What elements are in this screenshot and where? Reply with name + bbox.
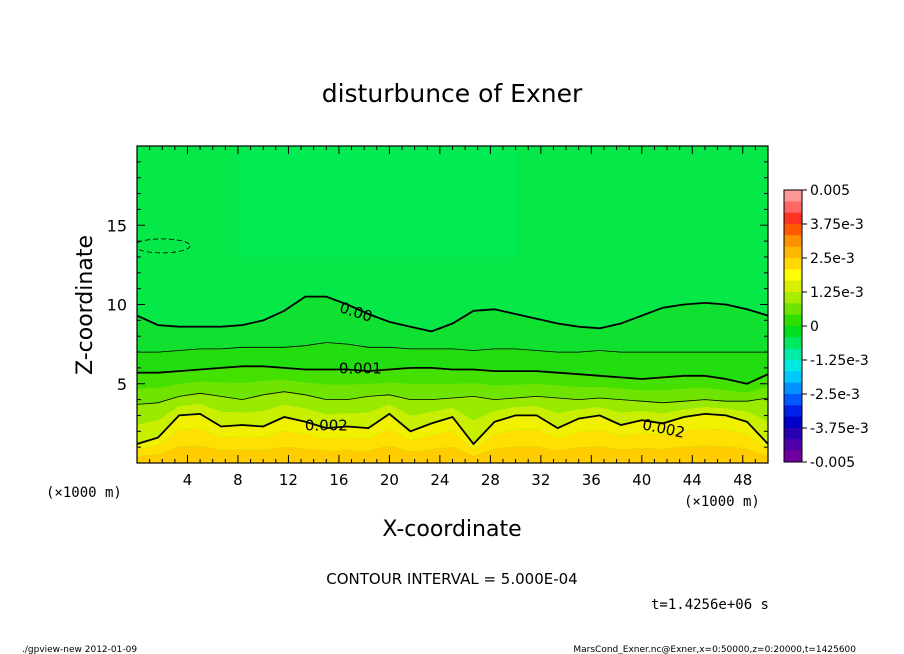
colorbar-swatch — [784, 348, 802, 361]
contour-band — [137, 403, 768, 444]
x-tick-label: 20 — [380, 471, 399, 489]
y-axis: 5 10 15 — [107, 161, 768, 448]
colorbar-swatch — [784, 337, 802, 350]
x-tick-label: 44 — [683, 471, 702, 489]
contour-band — [237, 146, 516, 257]
x-tick-label: 24 — [430, 471, 449, 489]
contour-fill — [137, 146, 768, 463]
colorbar-swatch — [784, 292, 802, 304]
contour-band — [137, 428, 768, 457]
contour-label: 0.002 — [305, 417, 348, 435]
y-axis-label: Z-coordinate — [73, 235, 98, 375]
colorbar-swatch — [784, 405, 802, 418]
x-tick-label: 28 — [481, 471, 500, 489]
colorbar-swatch — [784, 303, 802, 316]
contour-label: 0.001 — [339, 360, 382, 378]
colorbar-label: 3.75e-3 — [810, 217, 864, 233]
colorbar-label: -3.75e-3 — [810, 421, 869, 437]
contour-interval-text: CONTOUR INTERVAL = 5.000E-04 — [326, 570, 577, 588]
contour-band — [137, 366, 768, 393]
colorbar-swatch — [784, 190, 802, 202]
colorbar-label: -0.005 — [810, 455, 855, 471]
colorbar-swatch — [784, 280, 802, 293]
colorbar-swatch — [784, 439, 802, 452]
colorbar-swatch — [784, 258, 802, 270]
colorbar-swatch — [784, 394, 802, 406]
contour-band — [137, 146, 768, 332]
x-tick-label: 48 — [733, 471, 752, 489]
colorbar-swatch — [784, 416, 802, 429]
contour-line — [137, 342, 768, 353]
x-tick-label: 36 — [582, 471, 601, 489]
colorbar-swatch — [784, 201, 802, 214]
colorbar-label: 0.005 — [810, 183, 850, 199]
colorbar-swatch — [784, 360, 802, 372]
contour-line — [137, 412, 768, 446]
colorbar-swatch — [784, 269, 802, 282]
colorbar-swatch — [784, 326, 802, 338]
contour-band — [137, 391, 768, 425]
colorbar-swatch — [784, 314, 802, 327]
colorbar-swatch — [784, 235, 802, 248]
contour-band — [137, 445, 768, 463]
colorbar — [783, 189, 803, 463]
chart-title: disturbunce of Exner — [322, 79, 583, 108]
y-tick-label: 15 — [107, 216, 127, 235]
x-axis: 4 8 12 16 20 24 28 32 36 40 44 48 — [149, 146, 756, 489]
y-tick-label: 5 — [117, 375, 127, 394]
colorbar-label: 1.25e-3 — [810, 285, 864, 301]
x-tick-label: 16 — [329, 471, 348, 489]
contour-band — [137, 413, 768, 450]
x-axis-label: X-coordinate — [382, 517, 521, 542]
colorbar-label: -2.5e-3 — [810, 387, 860, 403]
x-tick-label: 8 — [233, 471, 243, 489]
colorbar-swatch — [784, 212, 802, 225]
contour-line — [137, 295, 768, 333]
colorbar-swatch — [784, 371, 802, 384]
colorbar-labels: 0.005 3.75e-3 2.5e-3 1.25e-3 0 -1.25e-3 -2.5e-… — [802, 183, 869, 471]
y-unit-label: (×1000 m) — [46, 485, 122, 501]
colorbar-label: 0 — [810, 319, 819, 335]
colorbar-label: 2.5e-3 — [810, 251, 855, 267]
x-unit-label: (×1000 m) — [684, 494, 760, 510]
x-tick-label: 4 — [183, 471, 193, 489]
y-tick-label: 10 — [107, 296, 127, 315]
colorbar-swatch — [784, 382, 802, 395]
footer-right: MarsCond_Exner.nc@Exner,x=0:50000,z=0:20… — [573, 645, 856, 654]
x-tick-label: 40 — [632, 471, 651, 489]
colorbar-swatch — [784, 428, 802, 440]
colorbar-swatch — [784, 450, 802, 463]
colorbar-label: -1.25e-3 — [810, 353, 869, 369]
contour-line — [137, 391, 768, 405]
contour-line — [137, 365, 768, 385]
footer-left: ./gpview-new 2012-01-09 — [22, 645, 137, 654]
time-text: t=1.4256e+06 s — [651, 597, 769, 613]
colorbar-swatch — [784, 224, 802, 236]
negative-contour-line — [137, 238, 191, 254]
contour-band — [137, 342, 768, 384]
contour-lines — [137, 238, 768, 446]
contour-band — [137, 379, 768, 405]
x-tick-label: 32 — [531, 471, 550, 489]
x-tick-label: 12 — [279, 471, 298, 489]
colorbar-swatch — [784, 246, 802, 259]
